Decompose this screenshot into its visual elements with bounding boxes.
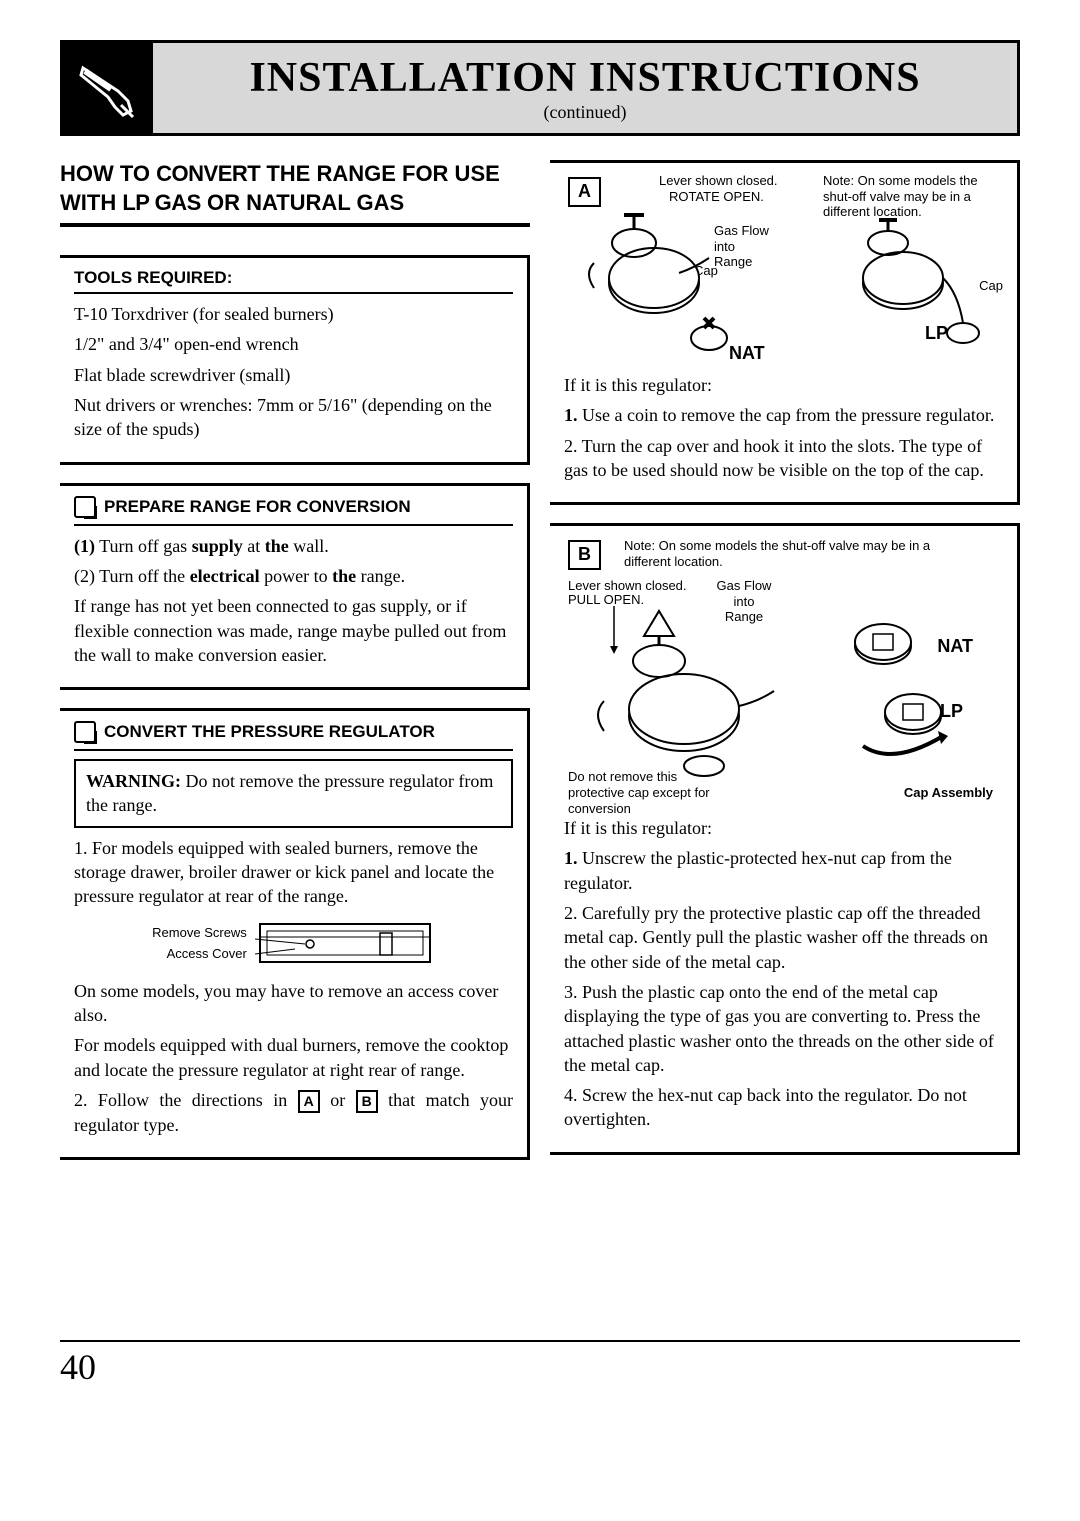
heading-part: THE RANGE FOR USE xyxy=(260,161,500,186)
step-text: the xyxy=(332,566,356,586)
step-text: Unscrew the plastic-protected hex-nut ca… xyxy=(564,848,952,892)
reg-a-intro: If it is this regulator: xyxy=(564,373,1003,397)
convert-p3: For models equipped with dual burners, r… xyxy=(74,1033,513,1082)
convert-p2: On some models, you may have to remove a… xyxy=(74,979,513,1028)
reg-b-step4: 4. Screw the hex-nut cap back into the r… xyxy=(564,1083,1003,1132)
heading-part: WITH xyxy=(60,190,122,215)
regulator-a-box: A Lever shown closed. ROTATE OPEN. Note:… xyxy=(550,160,1020,505)
regulator-b-diagram: B Note: On some models the shut-off valv… xyxy=(564,536,1003,816)
tool-item: 1/2" and 3/4" open-end wrench xyxy=(74,332,513,356)
main-heading: HOW TO CONVERT THE RANGE FOR USE WITH LP… xyxy=(60,160,530,237)
convert-p4: 2. Follow the directions in xyxy=(74,1090,298,1110)
heading-part: CONVERT xyxy=(156,161,260,186)
heading-part: LP GAS xyxy=(122,190,201,215)
reg-b-step3: 3. Push the plastic cap onto the end of … xyxy=(564,980,1003,1077)
label-a-inline: A xyxy=(298,1090,320,1113)
prepare-note: If range has not yet been connected to g… xyxy=(74,594,513,667)
tools-list: T-10 Torxdriver (for sealed burners) 1/2… xyxy=(74,302,513,441)
tools-heading: TOOLS REQUIRED: xyxy=(74,268,513,294)
step-text: (2) Turn off the xyxy=(74,566,190,586)
header-title: INSTALLATION INSTRUCTIONS xyxy=(153,54,1017,102)
tools-required-box: TOOLS REQUIRED: T-10 Torxdriver (for sea… xyxy=(60,255,530,464)
convert-body-2: On some models, you may have to remove a… xyxy=(74,979,513,1137)
regulator-a-diagram: A Lever shown closed. ROTATE OPEN. Note:… xyxy=(564,173,1003,373)
panel-svg xyxy=(255,919,435,969)
reg-a-step2: 2. Turn the cap over and hook it into th… xyxy=(564,434,1003,483)
header-text: INSTALLATION INSTRUCTIONS (continued) xyxy=(153,54,1017,123)
step-text: electrical xyxy=(190,566,260,586)
header-banner: INSTALLATION INSTRUCTIONS (continued) xyxy=(60,40,1020,136)
header-subtitle: (continued) xyxy=(153,102,1017,123)
drill-icon xyxy=(63,43,153,133)
regulator-b-svg-2 xyxy=(823,606,993,776)
step-text: range. xyxy=(356,566,405,586)
label-note-b: Note: On some models the shut-off valve … xyxy=(624,538,964,569)
regulator-b-text: If it is this regulator: 1. Unscrew the … xyxy=(564,816,1003,1132)
heading-part: HOW TO xyxy=(60,161,156,186)
heading-part: OR NATURAL GAS xyxy=(201,190,404,215)
left-column: HOW TO CONVERT THE RANGE FOR USE WITH LP… xyxy=(60,160,530,1160)
access-cover-diagram: Remove Screws Access Cover xyxy=(74,919,513,969)
label-b: B xyxy=(568,540,601,570)
step-text: power to xyxy=(260,566,332,586)
regulator-b-box: B Note: On some models the shut-off valv… xyxy=(550,523,1020,1155)
regulator-b-svg xyxy=(574,606,794,786)
prepare-body: (1) Turn off gas supply at the wall. (2)… xyxy=(74,534,513,667)
prepare-heading-row: PREPARE RANGE FOR CONVERSION xyxy=(74,496,513,526)
page-number: 40 xyxy=(60,1340,1020,1388)
step-text: Use a coin to remove the cap from the pr… xyxy=(578,405,995,425)
tool-item: Nut drivers or wrenches: 7mm or 5/16" (d… xyxy=(74,393,513,442)
regulator-a-text: If it is this regulator: 1. Use a coin t… xyxy=(564,373,1003,482)
warning-label: WARNING: xyxy=(86,771,181,791)
regulator-a-svg xyxy=(574,203,784,363)
step-text: at xyxy=(243,536,265,556)
convert-heading: CONVERT THE PRESSURE REGULATOR xyxy=(104,722,435,742)
convert-p4: or xyxy=(320,1090,356,1110)
two-column-layout: HOW TO CONVERT THE RANGE FOR USE WITH LP… xyxy=(60,160,1020,1160)
prepare-range-box: PREPARE RANGE FOR CONVERSION (1) Turn of… xyxy=(60,483,530,690)
convert-p1: 1. For models equipped with sealed burne… xyxy=(74,836,513,909)
tool-item: Flat blade screwdriver (small) xyxy=(74,363,513,387)
prepare-heading: PREPARE RANGE FOR CONVERSION xyxy=(104,497,411,517)
step-text: Turn off gas xyxy=(95,536,192,556)
checkbox-icon xyxy=(74,496,96,518)
step-num: 1. xyxy=(564,405,578,425)
step-text: the xyxy=(265,536,289,556)
label-access-cover: Access Cover xyxy=(152,944,247,965)
checkbox-icon xyxy=(74,721,96,743)
convert-body: 1. For models equipped with sealed burne… xyxy=(74,836,513,909)
convert-regulator-box: CONVERT THE PRESSURE REGULATOR WARNING: … xyxy=(60,708,530,1160)
label-lever: Lever shown closed. xyxy=(659,173,778,189)
label-remove-screws: Remove Screws xyxy=(152,923,247,944)
step-num: 1. xyxy=(564,848,578,868)
convert-heading-row: CONVERT THE PRESSURE REGULATOR xyxy=(74,721,513,751)
step-text: wall. xyxy=(289,536,329,556)
step-text: supply xyxy=(192,536,243,556)
regulator-a-svg-2 xyxy=(833,213,993,363)
reg-b-intro: If it is this regulator: xyxy=(564,816,1003,840)
warning-box: WARNING: Do not remove the pressure regu… xyxy=(74,759,513,828)
reg-b-step2: 2. Carefully pry the protective plastic … xyxy=(564,901,1003,974)
label-cap-assembly: Cap Assembly xyxy=(904,785,993,801)
label-b-inline: B xyxy=(356,1090,378,1113)
step-num: (1) xyxy=(74,536,95,556)
tool-item: T-10 Torxdriver (for sealed burners) xyxy=(74,302,513,326)
right-column: A Lever shown closed. ROTATE OPEN. Note:… xyxy=(550,160,1020,1160)
